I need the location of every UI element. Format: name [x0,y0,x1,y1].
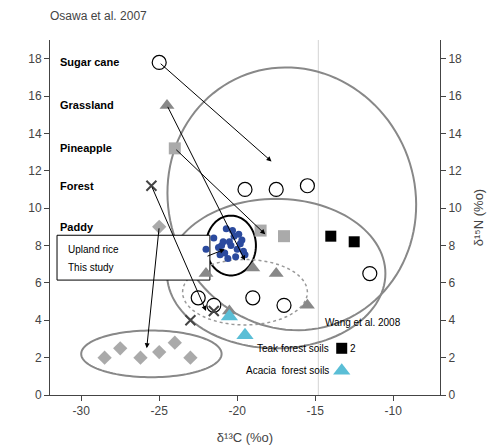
svg-text:8: 8 [35,239,42,253]
svg-text:Acacia forest soils: Acacia forest soils [246,365,329,376]
svg-text:-20: -20 [229,404,247,418]
svg-text:10: 10 [448,201,462,215]
svg-text:Upland rice: Upland rice [68,244,119,255]
svg-text:12: 12 [28,164,42,178]
svg-text:12: 12 [448,164,462,178]
svg-text:6: 6 [35,276,42,290]
svg-text:18: 18 [28,52,42,66]
svg-text:-30: -30 [73,404,91,418]
svg-text:δ¹⁵N (%o): δ¹⁵N (%o) [471,189,486,246]
svg-text:Paddy: Paddy [60,221,94,233]
svg-text:2: 2 [35,351,42,365]
svg-text:6: 6 [448,276,455,290]
svg-text:4: 4 [448,313,455,327]
svg-text:Grassland: Grassland [60,99,114,111]
svg-text:Pineapple: Pineapple [60,142,112,154]
svg-text:Teak forest soils: Teak forest soils [257,343,329,354]
svg-text:This study: This study [68,262,114,273]
svg-text:18: 18 [448,52,462,66]
svg-text:2: 2 [448,351,455,365]
svg-text:Wang et al. 2008: Wang et al. 2008 [325,317,401,328]
svg-text:Osawa et al. 2007: Osawa et al. 2007 [50,9,147,23]
svg-text:10: 10 [28,201,42,215]
svg-text:Sugar cane: Sugar cane [60,56,119,68]
svg-text:-25: -25 [151,404,169,418]
svg-text:Forest: Forest [60,180,94,192]
svg-text:0: 0 [35,388,42,402]
svg-text:16: 16 [28,89,42,103]
svg-text:4: 4 [35,313,42,327]
svg-text:2: 2 [350,343,356,354]
svg-text:16: 16 [448,89,462,103]
svg-text:δ¹³C (%o): δ¹³C (%o) [217,430,273,445]
svg-text:14: 14 [28,127,42,141]
svg-text:8: 8 [448,239,455,253]
svg-text:14: 14 [448,127,462,141]
svg-text:-10: -10 [385,404,403,418]
svg-text:-15: -15 [307,404,325,418]
svg-text:0: 0 [448,388,455,402]
